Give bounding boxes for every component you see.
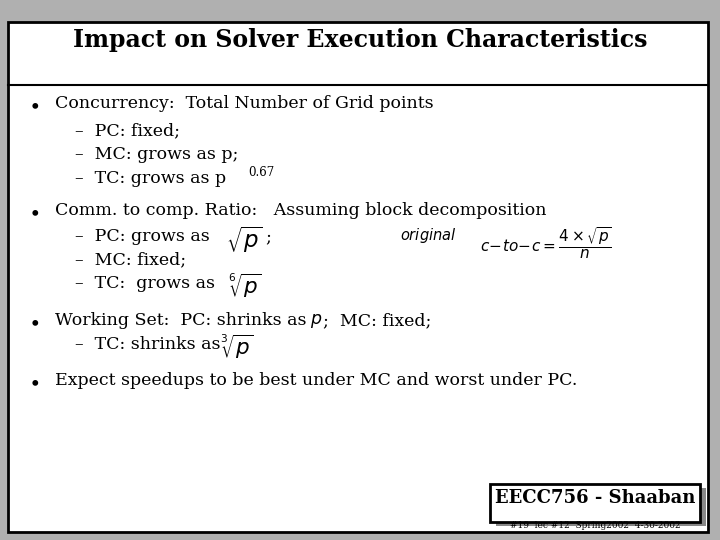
Bar [496,488,706,526]
Text: ;  MC: fixed;: ; MC: fixed; [323,312,431,329]
Text: $\sqrt{p}$: $\sqrt{p}$ [226,225,262,255]
Text: –  TC:  grows as: – TC: grows as [75,275,215,292]
Text: ;: ; [265,228,271,245]
Text: Impact on Solver Execution Characteristics: Impact on Solver Execution Characteristi… [73,28,647,52]
Text: Comm. to comp. Ratio:   Assuming block decomposition: Comm. to comp. Ratio: Assuming block dec… [55,202,546,219]
Text: EECC756 - Shaaban: EECC756 - Shaaban [495,489,696,507]
Text: $\bullet$: $\bullet$ [28,372,39,391]
Text: –  TC: shrinks as: – TC: shrinks as [75,336,220,353]
Text: $\mathit{original}$: $\mathit{original}$ [400,226,456,245]
Text: $\bullet$: $\bullet$ [28,312,39,331]
Text: $\sqrt[6]{p}$: $\sqrt[6]{p}$ [228,272,262,300]
Text: Working Set:  PC: shrinks as: Working Set: PC: shrinks as [55,312,312,329]
Text: Expect speedups to be best under MC and worst under PC.: Expect speedups to be best under MC and … [55,372,577,389]
Text: –  TC: grows as p: – TC: grows as p [75,170,226,187]
Text: –  PC: fixed;: – PC: fixed; [75,122,180,139]
Text: $p$: $p$ [310,312,323,330]
Text: –  MC: grows as p;: – MC: grows as p; [75,146,238,163]
Text: $\sqrt[3]{p}$: $\sqrt[3]{p}$ [220,333,254,361]
Text: $\bullet$: $\bullet$ [28,95,39,114]
Text: Concurrency:  Total Number of Grid points: Concurrency: Total Number of Grid points [55,95,433,112]
Text: #19  lec #12  Spring2002  4-30-2002: #19 lec #12 Spring2002 4-30-2002 [510,522,680,530]
Text: –  MC: fixed;: – MC: fixed; [75,251,186,268]
Text: 0.67: 0.67 [248,166,274,179]
Text: –  PC: grows as: – PC: grows as [75,228,210,245]
Text: $c\!-\!to\!-\!c = \dfrac{4 \times \sqrt{p}}{n}$: $c\!-\!to\!-\!c = \dfrac{4 \times \sqrt{… [480,225,611,261]
Text: $\bullet$: $\bullet$ [28,202,39,221]
Bar [490,484,700,522]
